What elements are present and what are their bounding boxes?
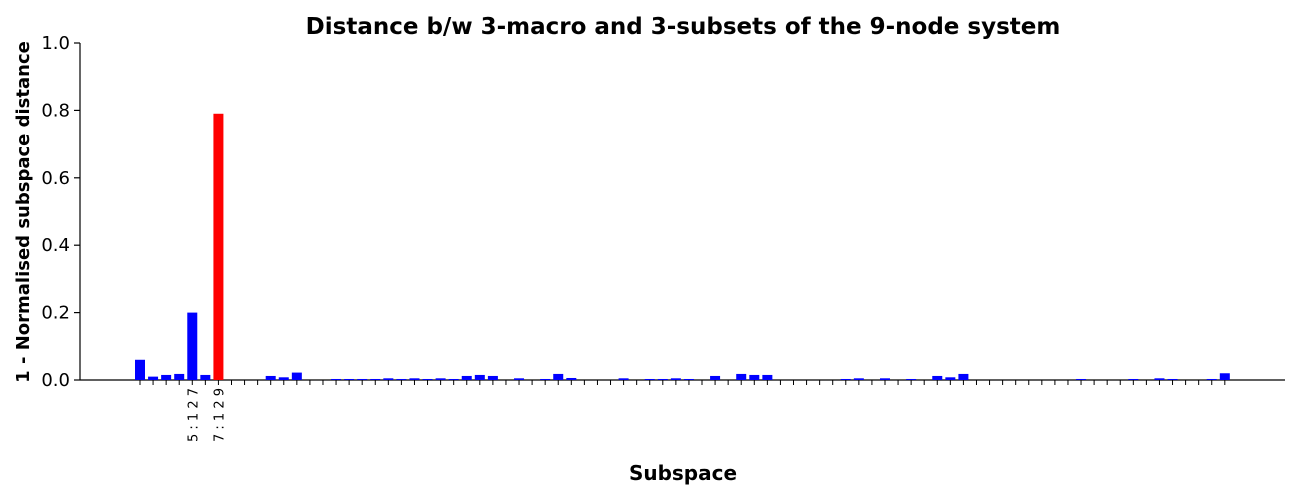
- y-tick-label: 0.2: [41, 303, 70, 324]
- bar: [200, 374, 211, 380]
- bar: [278, 377, 289, 380]
- bar: [265, 375, 276, 380]
- bar: [474, 374, 485, 380]
- bar: [618, 378, 629, 380]
- bar: [422, 378, 433, 380]
- bar: [657, 378, 668, 380]
- bar: [945, 377, 956, 380]
- bar: [932, 375, 943, 380]
- bar: [448, 378, 459, 380]
- y-tick-label: 1.0: [41, 33, 70, 54]
- bar: [174, 373, 185, 380]
- bar: [710, 375, 721, 380]
- bar: [331, 378, 342, 380]
- bar: [213, 113, 224, 381]
- x-tick-label: 5 : 1 2 7: [186, 388, 201, 442]
- bar: [1128, 378, 1139, 380]
- bar: [683, 378, 694, 380]
- bar: [291, 372, 302, 380]
- bar: [370, 378, 381, 380]
- bar: [1167, 378, 1178, 380]
- bar: [487, 375, 498, 380]
- bar: [553, 373, 564, 380]
- bar: [540, 378, 551, 380]
- bar: [958, 373, 969, 380]
- bar: [1076, 378, 1087, 380]
- bar: [148, 376, 159, 380]
- x-tick-label: 7 : 1 2 9: [212, 388, 227, 442]
- x-axis-label: Subspace: [629, 461, 737, 485]
- bar: [906, 378, 917, 380]
- bar: [396, 378, 407, 380]
- bar: [1219, 373, 1230, 380]
- bar: [840, 378, 851, 380]
- y-tick-label: 0.6: [41, 168, 70, 189]
- bar: [514, 378, 525, 380]
- bar: [762, 374, 773, 380]
- bar: [1154, 378, 1165, 380]
- bar: [1206, 378, 1217, 380]
- bar: [344, 378, 355, 380]
- bar: [357, 378, 368, 380]
- y-axis-label: 1 - Normalised subspace distance: [13, 41, 34, 383]
- bar: [749, 374, 760, 380]
- bar: [566, 377, 577, 380]
- chart-title: Distance b/w 3-macro and 3-subsets of th…: [306, 14, 1061, 40]
- bar: [187, 312, 198, 380]
- bar: [644, 378, 655, 380]
- bar: [853, 378, 864, 380]
- bar: [736, 373, 747, 380]
- bar: [879, 378, 890, 380]
- bar: [409, 378, 420, 380]
- y-tick-label: 0.0: [41, 370, 70, 391]
- y-tick-label: 0.4: [41, 235, 70, 256]
- bar: [135, 359, 145, 380]
- bar: [383, 378, 394, 380]
- bar: [435, 378, 446, 380]
- bar: [461, 375, 472, 380]
- bar: [161, 374, 172, 380]
- bar: [670, 378, 681, 380]
- y-tick-label: 0.8: [41, 100, 70, 121]
